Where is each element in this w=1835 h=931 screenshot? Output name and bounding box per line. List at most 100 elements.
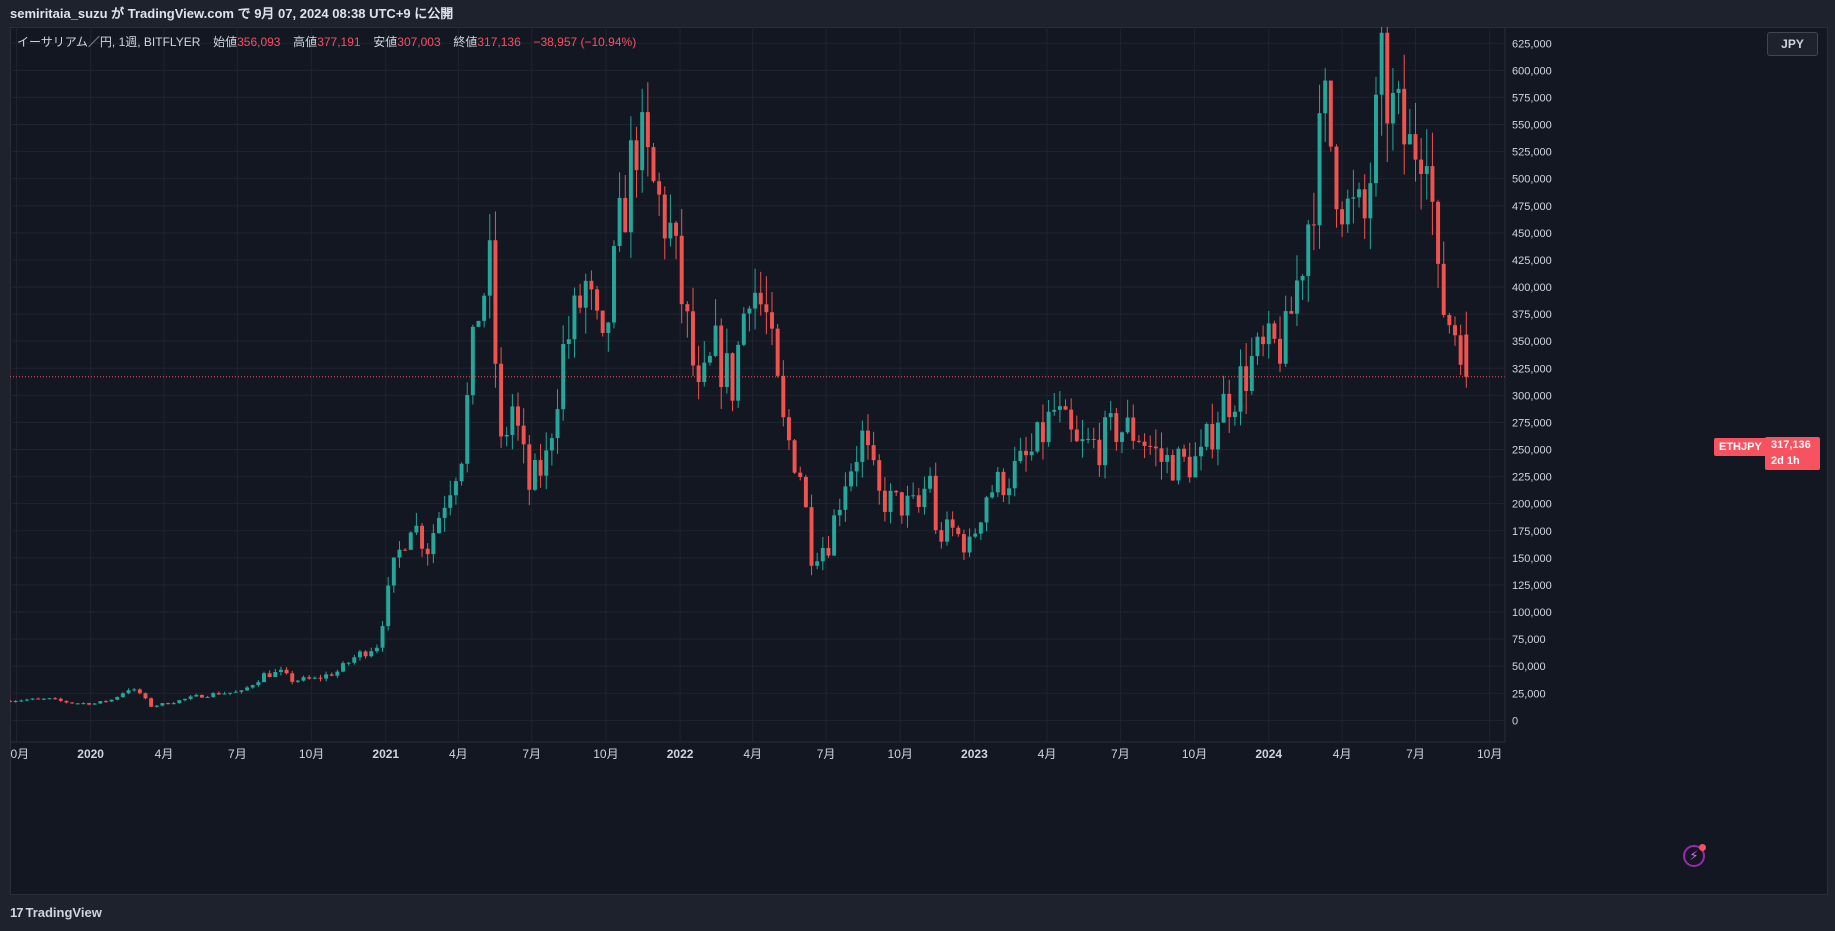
candle-body <box>442 507 447 518</box>
time-tick-label: 7月 <box>522 747 541 761</box>
chart-frame[interactable] <box>10 27 1828 895</box>
candle-body <box>724 353 729 388</box>
candle-body <box>640 112 645 171</box>
candle-body <box>1464 334 1469 377</box>
candle-body <box>103 701 108 703</box>
candle-body <box>1091 438 1096 440</box>
time-tick-label: 4月 <box>155 747 174 761</box>
candle-body <box>329 674 334 676</box>
candle-body <box>239 690 244 692</box>
candle-body <box>363 651 368 657</box>
candle-body <box>1266 323 1271 345</box>
candle-body <box>1272 323 1277 339</box>
candle-body <box>995 471 1000 493</box>
price-tick-label: 25,000 <box>1512 688 1546 700</box>
time-tick-label: 10月 <box>1477 747 1502 761</box>
candle-body <box>470 326 475 396</box>
candle-body <box>820 547 825 562</box>
candle-body <box>1057 406 1062 410</box>
candle-body <box>1136 440 1141 442</box>
last-price-tag: 317,136 2d 1h <box>1765 437 1820 470</box>
candle-body <box>58 698 63 701</box>
time-tick-label: 10月 <box>10 747 29 761</box>
candle-body <box>295 680 300 682</box>
time-tick-label: 2020 <box>77 747 104 761</box>
candle-body <box>1069 409 1074 430</box>
time-axis[interactable]: 10月 2020 4月 7月 10月 2021 4月 7月 10月 2022 4月 7月 10月 2023… <box>10 741 1505 761</box>
price-tick-label: 250,000 <box>1512 445 1552 457</box>
candle-body <box>1447 315 1452 326</box>
candle-body <box>403 549 408 551</box>
brand-name: TradingView <box>25 905 102 920</box>
candle-body <box>1018 450 1023 462</box>
currency-button[interactable]: JPY <box>1767 32 1818 56</box>
candle-body <box>939 530 944 542</box>
candle-body <box>1441 263 1446 316</box>
candle-body <box>166 703 171 705</box>
footer <box>0 895 1835 931</box>
candle-body <box>922 488 927 507</box>
candle-body <box>736 344 741 401</box>
tradingview-brand[interactable]: 17 TradingView <box>10 905 102 920</box>
candle-body <box>307 677 312 679</box>
candlestick-chart[interactable]: 0 25,000 50,000 75,000 100,000 125,000 150,000… <box>10 27 1828 895</box>
candle-body <box>510 406 515 435</box>
candle-body <box>1120 432 1124 442</box>
candle-body <box>301 677 306 681</box>
candle-body <box>713 325 718 356</box>
candle-body <box>572 295 577 340</box>
lightning-icon[interactable]: ⚡ <box>1683 844 1706 867</box>
candle-body <box>645 112 650 148</box>
candle-body <box>1187 456 1192 478</box>
candle-body <box>75 703 80 705</box>
candle-body <box>634 140 639 171</box>
candle-body <box>1080 439 1085 442</box>
time-tick-label: 10月 <box>593 747 618 761</box>
candle-body <box>826 547 831 556</box>
candle-body <box>459 463 464 482</box>
candle-series <box>10 27 1469 708</box>
candle-body <box>1244 366 1249 391</box>
notification-dot <box>1699 844 1706 851</box>
candle-body <box>194 694 199 697</box>
price-tick-label: 325,000 <box>1512 363 1552 375</box>
candle-body <box>1283 311 1288 364</box>
candle-body <box>13 701 18 703</box>
candle-body <box>916 495 921 507</box>
published-text: semiritaia_suzu が TradingView.com で 9月 0… <box>10 6 454 21</box>
candle-body <box>911 495 916 497</box>
candle-body <box>476 320 481 327</box>
candle-body <box>595 289 600 311</box>
candle-body <box>132 689 137 691</box>
candle-body <box>487 240 492 296</box>
candle-body <box>1170 454 1175 481</box>
time-tick-label: 10月 <box>1182 747 1207 761</box>
candle-body <box>1165 454 1170 462</box>
candle-body <box>696 365 701 383</box>
candle-body <box>1357 189 1362 198</box>
candle-body <box>386 585 391 627</box>
time-tick-label: 4月 <box>743 747 762 761</box>
published-header: semiritaia_suzu が TradingView.com で 9月 0… <box>0 0 1835 27</box>
candle-body <box>775 328 780 376</box>
symbol-legend: イーサリアム／円, 1週, BITFLYER 始値356,093 高値377,1… <box>17 33 636 50</box>
candle-body <box>1345 198 1350 225</box>
candle-body <box>1396 88 1401 93</box>
candle-body <box>318 677 323 679</box>
high-value: 377,191 <box>317 35 361 49</box>
candle-body <box>1379 32 1384 95</box>
candle-body <box>538 459 543 476</box>
candle-body <box>933 475 938 531</box>
time-tick-label: 4月 <box>449 747 468 761</box>
candle-body <box>1159 448 1164 462</box>
candle-body <box>1238 366 1243 412</box>
candle-body <box>1176 448 1181 481</box>
candle-body <box>1436 201 1441 264</box>
change-value: −38,957 (−10.94%) <box>533 35 637 49</box>
candle-body <box>448 495 453 508</box>
price-axis[interactable]: 0 25,000 50,000 75,000 100,000 125,000 150,000… <box>1504 27 1552 742</box>
candle-body <box>549 438 554 451</box>
time-tick-label: 4月 <box>1333 747 1352 761</box>
close-value: 317,136 <box>477 35 521 49</box>
candle-body <box>1323 80 1328 114</box>
